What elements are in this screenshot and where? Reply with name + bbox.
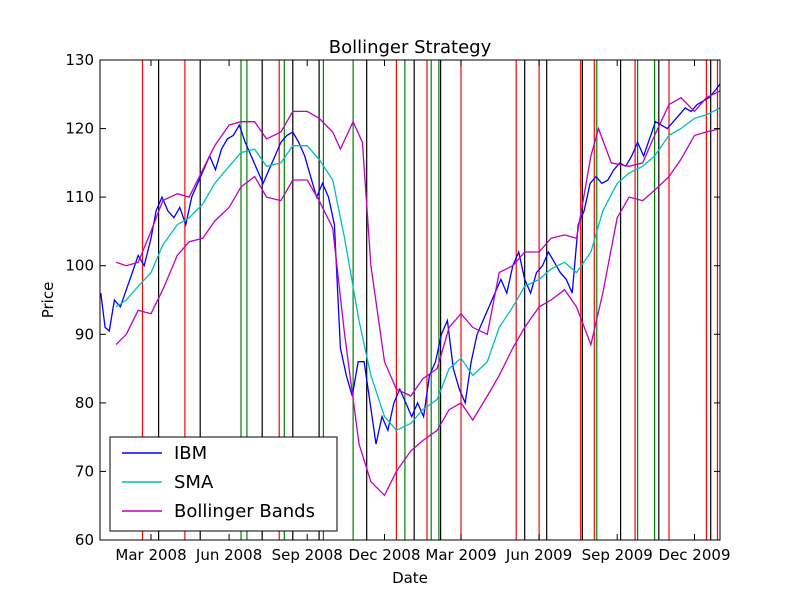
x-tick-label: Sep 2008: [272, 546, 343, 564]
chart-title: Bollinger Strategy: [329, 37, 492, 58]
legend-label-ibm: IBM: [174, 443, 207, 464]
legend-label-sma: SMA: [174, 472, 214, 493]
series-line-ibm: [100, 83, 720, 445]
series-line-sma: [115, 107, 720, 432]
y-tick-label: 70: [75, 462, 94, 480]
plot-frame: [99, 59, 721, 541]
y-tick-label: 100: [65, 257, 94, 275]
x-tick-label: Jun 2008: [195, 546, 262, 564]
y-tick-label: 110: [65, 188, 94, 206]
x-tick-label: Dec 2008: [349, 546, 421, 564]
x-tick-label: Jun 2009: [505, 546, 572, 564]
series-lines: [100, 83, 720, 497]
x-tick-label: Mar 2009: [425, 546, 496, 564]
y-axis-label: Price: [39, 282, 57, 319]
y-tick-label: 80: [75, 394, 94, 412]
y-tick-label: 60: [75, 531, 94, 549]
y-tick-label: 120: [65, 120, 94, 138]
x-tick-label: Dec 2009: [659, 546, 731, 564]
legend: IBM SMA Bollinger Bands: [109, 436, 338, 532]
series-line-bollinger-lower: [115, 127, 720, 497]
y-axis-ticks: 60 70 80 90 100 110 120 130: [65, 51, 720, 549]
x-axis-ticks: Mar 2008 Jun 2008 Sep 2008 Dec 2008 Mar 2009…: [115, 60, 730, 564]
x-tick-label: Sep 2009: [582, 546, 653, 564]
legend-label-bollinger: Bollinger Bands: [174, 501, 315, 522]
y-tick-label: 130: [65, 51, 94, 69]
x-tick-label: Mar 2008: [115, 546, 186, 564]
series-line-bollinger-upper: [115, 90, 720, 397]
y-tick-label: 90: [75, 325, 94, 343]
x-axis-label: Date: [392, 569, 428, 587]
